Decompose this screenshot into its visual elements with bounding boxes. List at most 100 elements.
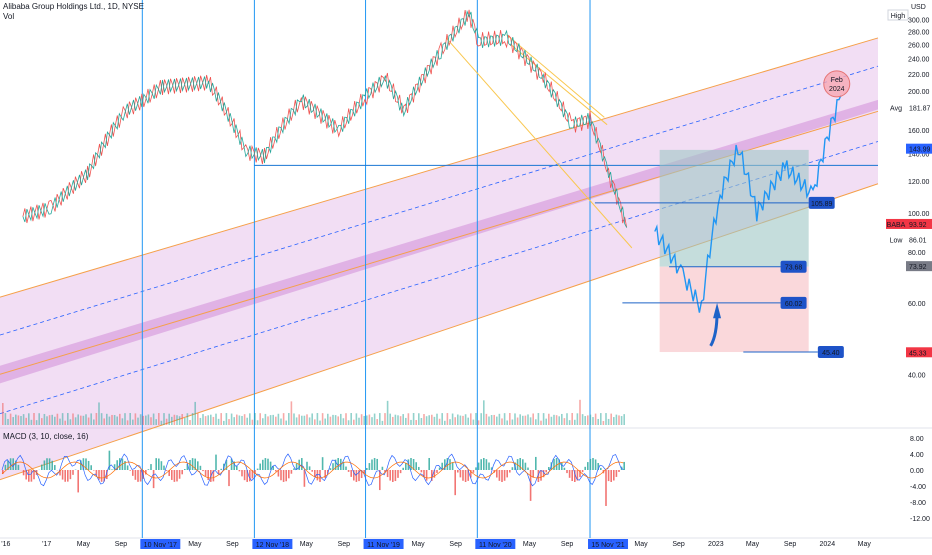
macd-histogram-bar (376, 459, 378, 470)
macd-histogram-bar (171, 470, 173, 480)
volume-bar (163, 413, 165, 425)
price-tick-label: 60.00 (908, 301, 926, 308)
volume-bar (114, 415, 116, 425)
macd-histogram-bar (249, 470, 251, 481)
volume-bar (506, 420, 508, 425)
volume-bar (457, 414, 459, 425)
macd-histogram-bar (215, 455, 217, 470)
volume-bar (501, 418, 503, 425)
volume-bar (431, 415, 433, 425)
macd-histogram-bar (62, 470, 64, 480)
macd-histogram-bar (51, 461, 53, 470)
volume-bar (322, 413, 324, 425)
macd-histogram-bar (200, 466, 202, 470)
macd-histogram-bar (179, 470, 181, 479)
macd-histogram-bar (595, 459, 597, 470)
volume-bar (111, 415, 113, 425)
macd-histogram-bar (306, 462, 308, 470)
volume-bar (233, 417, 235, 425)
volume-bar (96, 413, 98, 425)
volume-bar (33, 413, 35, 425)
symbol-title[interactable]: Alibaba Group Holdings Ltd., 1D, NYSE (3, 2, 144, 12)
volume-bar (54, 417, 56, 425)
target-box-upper (660, 150, 809, 267)
macd-histogram-bar (337, 458, 339, 470)
macd-tick-label: -4.00 (910, 484, 926, 491)
currency-label: USD (911, 4, 926, 11)
volume-bar (166, 419, 168, 425)
macd-histogram-bar (291, 470, 293, 474)
price-label-value: 143.99 (909, 147, 931, 154)
event-marker-label: 11 Nov '20 (479, 542, 512, 549)
macd-histogram-bar (262, 460, 264, 470)
volume-bar (155, 419, 157, 425)
volume-bar (335, 415, 337, 425)
volume-bar (499, 414, 501, 425)
macd-histogram-bar (405, 463, 407, 470)
macd-histogram-bar (197, 461, 199, 470)
macd-histogram-bar (584, 467, 586, 470)
macd-histogram-bar (90, 465, 92, 470)
macd-histogram-bar (488, 463, 490, 470)
volume-bar (278, 414, 280, 425)
volume-bar (483, 400, 485, 425)
volume-label[interactable]: Vol (3, 12, 144, 22)
event-marker-label: 12 Nov '18 (256, 542, 289, 549)
macd-histogram-bar (140, 470, 142, 482)
volume-bar (496, 417, 498, 425)
macd-histogram-bar (163, 466, 165, 470)
macd-histogram-bar (356, 470, 358, 482)
volume-bar (72, 413, 74, 425)
price-tick-label: 240.00 (908, 57, 930, 64)
macd-histogram-bar (421, 470, 423, 472)
volume-bar (67, 413, 69, 425)
time-tick-label: 2023 (708, 541, 724, 548)
volume-bar (473, 420, 475, 425)
macd-histogram-bar (155, 458, 157, 470)
macd-histogram-bar (192, 458, 194, 470)
volume-bar (595, 414, 597, 425)
volume-bar (132, 420, 134, 425)
macd-histogram-bar (228, 470, 230, 486)
volume-bar (288, 413, 290, 425)
volume-bar (545, 419, 547, 425)
volume-bar (332, 415, 334, 425)
volume-bar (259, 413, 261, 425)
volume-bar (462, 416, 464, 425)
volume-bar (116, 416, 118, 425)
volume-bar (83, 416, 85, 425)
macd-histogram-bar (392, 470, 394, 482)
time-tick-label: Sep (226, 541, 239, 548)
macd-histogram-bar (415, 462, 417, 470)
volume-bar (205, 416, 207, 425)
high-label: High (891, 13, 906, 20)
volume-bar (179, 416, 181, 425)
volume-bar (421, 418, 423, 425)
volume-bar (210, 415, 212, 425)
macd-histogram-bar (18, 465, 20, 470)
macd-histogram-bar (504, 470, 506, 481)
macd-histogram-bar (582, 470, 584, 472)
macd-legend[interactable]: MACD (3, 10, close, 16) (3, 432, 88, 441)
volume-bar (246, 418, 248, 425)
volume-bar (345, 413, 347, 425)
macd-histogram-bar (111, 469, 113, 470)
price-label-value: 181.87 (909, 106, 931, 113)
volume-bar (486, 414, 488, 425)
volume-bar (584, 416, 586, 425)
volume-bar (478, 420, 480, 425)
volume-bar (374, 414, 376, 425)
macd-histogram-bar (176, 470, 178, 481)
time-tick-label: Sep (115, 541, 128, 548)
event-marker-label: 10 Nov '17 (144, 542, 177, 549)
macd-histogram-bar (311, 470, 313, 472)
volume-bar (600, 413, 602, 425)
macd-histogram-bar (49, 458, 51, 470)
volume-bar (358, 418, 360, 425)
volume-bar (454, 417, 456, 425)
time-tick-label: Sep (338, 541, 351, 548)
time-tick-label: May (300, 541, 314, 548)
volume-bar (613, 417, 615, 425)
